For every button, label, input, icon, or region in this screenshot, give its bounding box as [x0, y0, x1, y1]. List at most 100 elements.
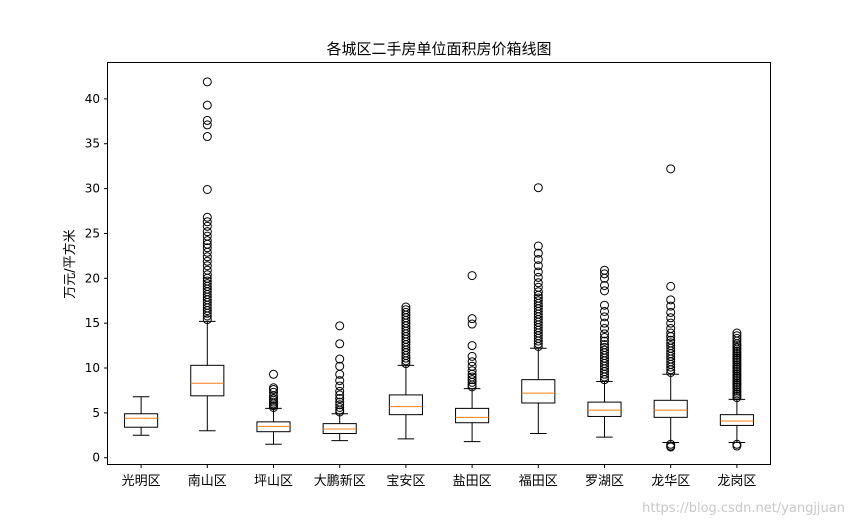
flier-point [401, 302, 411, 312]
box-series [124, 77, 754, 452]
y-axis: 0 5 10 15 20 25 30 35 40 [85, 92, 108, 465]
x-tick-label: 福田区 [519, 474, 558, 489]
flier-point [732, 331, 742, 341]
flier-point [269, 387, 278, 397]
flier-point [666, 313, 676, 323]
flier-point [202, 243, 212, 253]
flier-point [202, 279, 212, 289]
flier-point [600, 286, 609, 296]
flier-point [600, 333, 609, 343]
flier-point [467, 361, 477, 371]
y-tick-label: 10 [85, 361, 100, 375]
flier-point [600, 306, 609, 316]
flier-point [666, 328, 676, 338]
flier-point [335, 381, 345, 391]
box-group [190, 77, 225, 432]
box-iqr [388, 394, 423, 416]
x-tick-label: 大鹏新区 [314, 473, 366, 489]
flier-point [533, 261, 543, 271]
flier-point [600, 342, 609, 352]
flier-point [666, 439, 676, 449]
flier-point [666, 341, 676, 351]
box-iqr [719, 414, 754, 426]
flier-point [467, 372, 477, 382]
flier-point [202, 231, 212, 241]
flier-point [666, 324, 676, 334]
flier-point [202, 100, 212, 110]
flier-point [202, 132, 212, 142]
x-tick-label: 罗湖区 [585, 474, 624, 489]
flier-point [600, 269, 609, 279]
flier-point [335, 354, 345, 364]
x-tick-label: 南山区 [188, 473, 227, 489]
flier-point [202, 77, 212, 87]
flier-point [533, 293, 543, 303]
flier-point [467, 357, 477, 367]
flier-point [732, 333, 742, 343]
flier-point [202, 120, 212, 130]
y-tick-label: 0 [92, 451, 100, 465]
flier-point [533, 282, 543, 292]
flier-point [600, 312, 609, 322]
flier-point [335, 390, 345, 400]
flier-point [600, 280, 609, 290]
flier-point [600, 265, 609, 275]
flier-point [269, 369, 278, 379]
flier-point [269, 394, 278, 404]
flier-point [666, 307, 676, 317]
flier-point [732, 328, 742, 338]
flier-point [467, 314, 477, 324]
y-tick-label: 30 [85, 182, 100, 196]
y-tick-label: 5 [92, 406, 100, 420]
flier-point [533, 241, 543, 251]
x-tick-label: 龙岗区 [717, 474, 756, 489]
flier-point [533, 254, 543, 264]
flier-point [533, 278, 543, 288]
flier-point [335, 400, 345, 410]
flier-point [533, 183, 543, 193]
flier-point [335, 376, 345, 386]
box-group [388, 302, 423, 440]
plot-frame [107, 62, 771, 465]
flier-point [202, 261, 212, 271]
flier-point [467, 351, 477, 361]
flier-point [335, 369, 345, 379]
flier-point [202, 236, 212, 246]
flier-point [202, 184, 212, 194]
flier-point [600, 336, 609, 346]
box-group [653, 164, 688, 452]
flier-point [335, 321, 345, 331]
y-tick-label: 35 [85, 137, 100, 151]
box-iqr [455, 407, 490, 424]
flier-point [202, 115, 212, 125]
box-group [719, 328, 754, 451]
flier-point [533, 248, 543, 258]
flier-point [533, 272, 543, 282]
flier-point [732, 439, 742, 449]
flier-point [202, 270, 212, 280]
flier-point [335, 386, 345, 396]
flier-point [666, 164, 676, 174]
box-group [256, 369, 291, 445]
y-tick-label: 20 [85, 271, 100, 285]
x-tick-label: 光明区 [122, 474, 161, 489]
flier-point [335, 361, 345, 371]
flier-point [600, 340, 609, 350]
flier-point [666, 338, 676, 348]
watermark: https://blog.csdn.net/yangjjuan [642, 501, 845, 516]
flier-point [533, 287, 543, 297]
box-iqr [124, 413, 159, 428]
flier-point [467, 319, 477, 329]
y-tick-label: 25 [85, 226, 100, 240]
box-iqr [521, 379, 556, 404]
y-tick-label: 40 [85, 92, 100, 106]
x-tick-label: 坪山区 [254, 474, 293, 489]
flier-point [202, 315, 212, 325]
flier-point [335, 397, 345, 407]
y-tick-label: 15 [85, 316, 100, 330]
x-tick-label: 宝安区 [386, 474, 425, 489]
y-axis-label: 万元/平方米 [62, 229, 78, 298]
flier-point [202, 276, 212, 286]
chart-title: 各城区二手房单位面积房价箱线图 [326, 40, 551, 58]
